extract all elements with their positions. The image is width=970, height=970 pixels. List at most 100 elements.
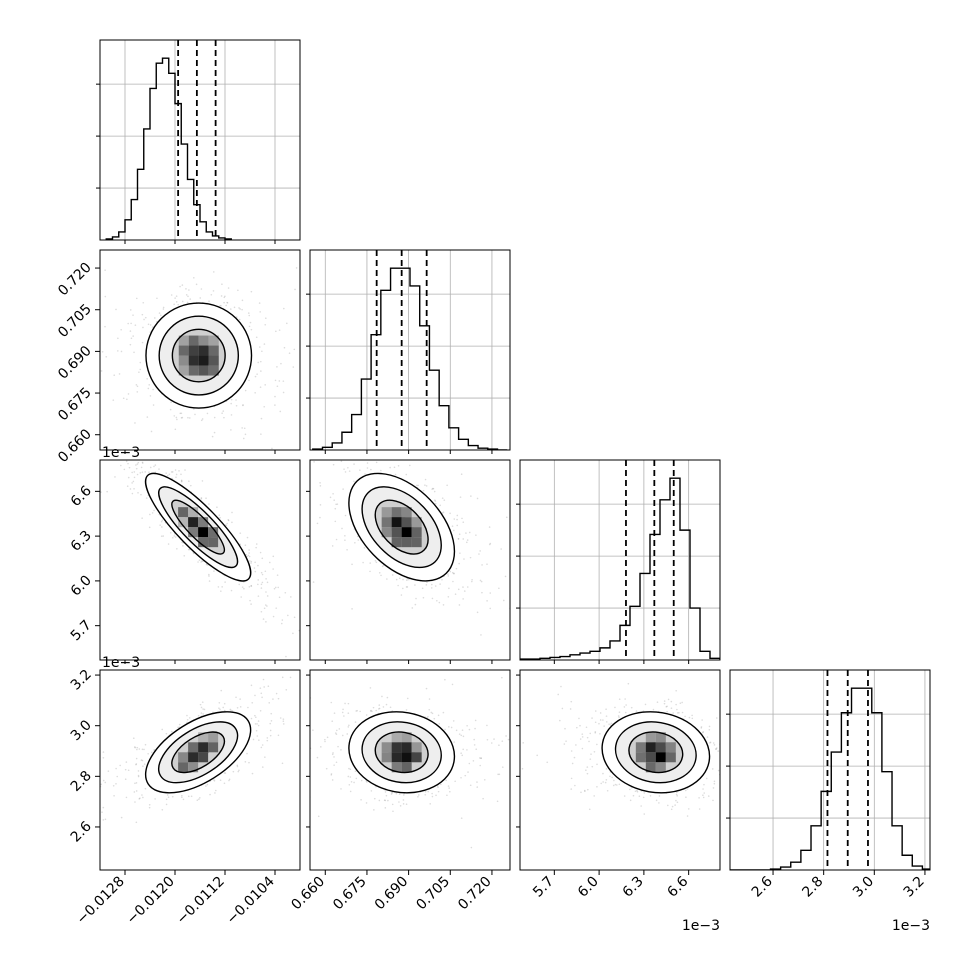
scatter-point xyxy=(220,295,223,297)
scatter-point xyxy=(343,715,345,717)
scatter-point xyxy=(170,730,173,733)
scatter-point xyxy=(313,461,315,463)
scatter-point xyxy=(239,698,241,700)
scatter-point xyxy=(119,243,121,245)
scatter-point xyxy=(381,565,384,568)
scatter-point xyxy=(269,729,272,732)
scatter-point xyxy=(248,585,251,588)
scatter-point xyxy=(98,415,100,417)
scatter-point xyxy=(347,466,349,469)
scatter-point xyxy=(263,405,266,408)
scatter-point xyxy=(114,476,116,478)
scatter-point xyxy=(141,471,144,473)
scatter-point xyxy=(605,708,607,711)
scatter-point xyxy=(181,541,183,544)
scatter-point xyxy=(339,453,341,455)
panel-frame xyxy=(309,249,511,451)
contour-line xyxy=(348,711,456,794)
scatter-point xyxy=(267,685,270,687)
scatter-point xyxy=(575,744,577,746)
scatter-point xyxy=(447,595,450,598)
density-cell xyxy=(198,355,209,366)
scatter-point xyxy=(136,385,139,388)
scatter-point xyxy=(248,325,251,328)
density-cell xyxy=(208,355,219,366)
scatter-point xyxy=(201,560,203,562)
scatter-point xyxy=(346,733,349,735)
scatter-point xyxy=(437,790,440,793)
scatter-point xyxy=(713,780,716,783)
scatter-point xyxy=(349,776,352,778)
scatter-point xyxy=(269,734,272,737)
scatter-point xyxy=(468,762,471,765)
scatter-point xyxy=(260,370,262,372)
scatter-point xyxy=(471,578,473,581)
scatter-point xyxy=(176,548,178,550)
y-tick-label: 0.660 xyxy=(55,426,95,466)
scatter-point xyxy=(238,769,240,772)
scatter-point xyxy=(260,746,263,749)
scatter-point xyxy=(335,761,338,764)
scatter-point xyxy=(242,437,245,440)
scatter-point xyxy=(448,587,450,590)
scatter-point xyxy=(224,581,226,583)
scatter-point xyxy=(294,516,296,518)
scatter-point xyxy=(188,717,191,719)
scatter-point xyxy=(223,772,226,774)
scatter-point xyxy=(265,408,267,410)
scatter-point xyxy=(202,560,204,563)
scatter-point xyxy=(585,726,588,729)
scatter-point xyxy=(394,473,397,476)
scatter-point xyxy=(458,533,461,536)
scatter-point xyxy=(334,732,337,734)
scatter-point xyxy=(250,585,253,587)
scatter-point xyxy=(143,763,146,765)
scatter-point xyxy=(406,586,409,588)
scatter-point xyxy=(702,788,704,790)
y-tick-label: 6.6 xyxy=(68,483,95,510)
x-axis-2: 5.7 6.0 6.3 6.6 1e−3 xyxy=(530,660,720,934)
scatter-point xyxy=(638,795,641,798)
scatter-point xyxy=(119,464,122,467)
scatter-point xyxy=(686,815,689,817)
scatter-point xyxy=(425,485,428,487)
scatter-point xyxy=(724,759,726,761)
scatter-point xyxy=(254,561,256,564)
scatter-point xyxy=(424,790,427,793)
scatter-point xyxy=(241,427,243,429)
scatter-point xyxy=(726,742,728,744)
scatter-point xyxy=(249,599,251,602)
scatter-point xyxy=(105,441,107,443)
scatter-point xyxy=(279,410,282,413)
scatter-point xyxy=(175,476,177,479)
scatter-point xyxy=(313,725,315,727)
scatter-point xyxy=(319,485,322,487)
scatter-point xyxy=(395,792,398,795)
scatter-point xyxy=(196,799,199,802)
scatter-point xyxy=(211,435,214,438)
scatter-point xyxy=(712,742,715,744)
scatter-point xyxy=(529,771,531,773)
scatter-point xyxy=(176,418,178,421)
density-cell xyxy=(381,517,392,528)
density-cell xyxy=(645,742,656,753)
scatter-point xyxy=(325,767,328,770)
scatter-point xyxy=(180,480,183,483)
scatter-point xyxy=(173,303,175,306)
scatter-point xyxy=(375,561,378,564)
scatter-point xyxy=(440,783,442,786)
scatter-point xyxy=(102,756,105,759)
scatter-point xyxy=(579,724,581,727)
scatter-point xyxy=(189,298,192,300)
scatter-point xyxy=(350,780,353,783)
scatter-point xyxy=(292,366,295,368)
density-cell xyxy=(391,537,402,548)
scatter-point xyxy=(395,578,398,581)
scatter-point xyxy=(178,470,180,472)
scatter-point xyxy=(591,717,593,719)
panel-content xyxy=(265,408,510,636)
scatter-point xyxy=(267,772,269,774)
scatter-point xyxy=(138,798,141,800)
scatter-point xyxy=(785,813,787,815)
scatter-point xyxy=(627,682,630,685)
